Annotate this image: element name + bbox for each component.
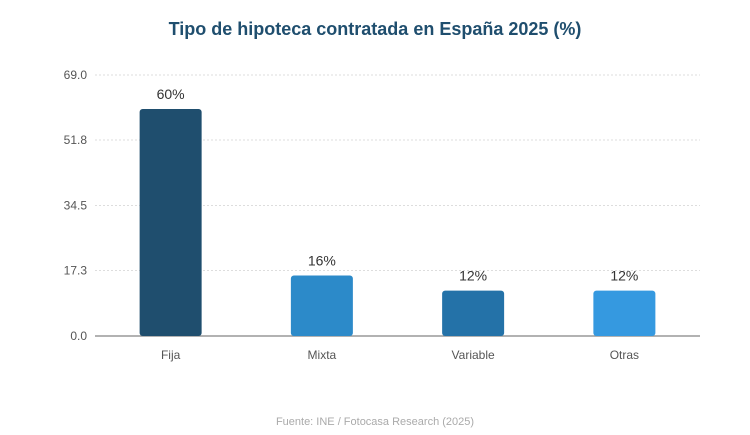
y-tick-label: 69.0: [64, 68, 88, 82]
x-tick-label: Otras: [610, 348, 639, 362]
bar-mixta: [290, 275, 353, 336]
y-axis-ticks: 0.0 17.3 34.5 51.8 69.0: [64, 68, 88, 343]
x-tick-label: Mixta: [308, 348, 337, 362]
y-tick-label: 34.5: [64, 199, 88, 213]
y-tick-label: 51.8: [64, 133, 88, 147]
bar-otras: [593, 290, 656, 336]
bar-variable: [442, 290, 505, 336]
x-axis-ticks: Fija Mixta Variable Otras: [161, 348, 639, 362]
value-label: 16%: [308, 252, 336, 268]
x-tick-label: Variable: [452, 348, 495, 362]
bar-fija: [139, 109, 202, 336]
value-label: 60%: [157, 86, 185, 102]
value-labels: 60% 16% 12% 12%: [157, 86, 639, 284]
chart-title: Tipo de hipoteca contratada en España 20…: [169, 19, 582, 39]
source-note: Fuente: INE / Fotocasa Research (2025): [276, 416, 474, 428]
value-label: 12%: [610, 268, 638, 284]
y-tick-label: 0.0: [70, 329, 87, 343]
x-tick-label: Fija: [161, 348, 181, 362]
value-label: 12%: [459, 268, 487, 284]
y-tick-label: 17.3: [64, 264, 88, 278]
bars: [139, 109, 656, 336]
